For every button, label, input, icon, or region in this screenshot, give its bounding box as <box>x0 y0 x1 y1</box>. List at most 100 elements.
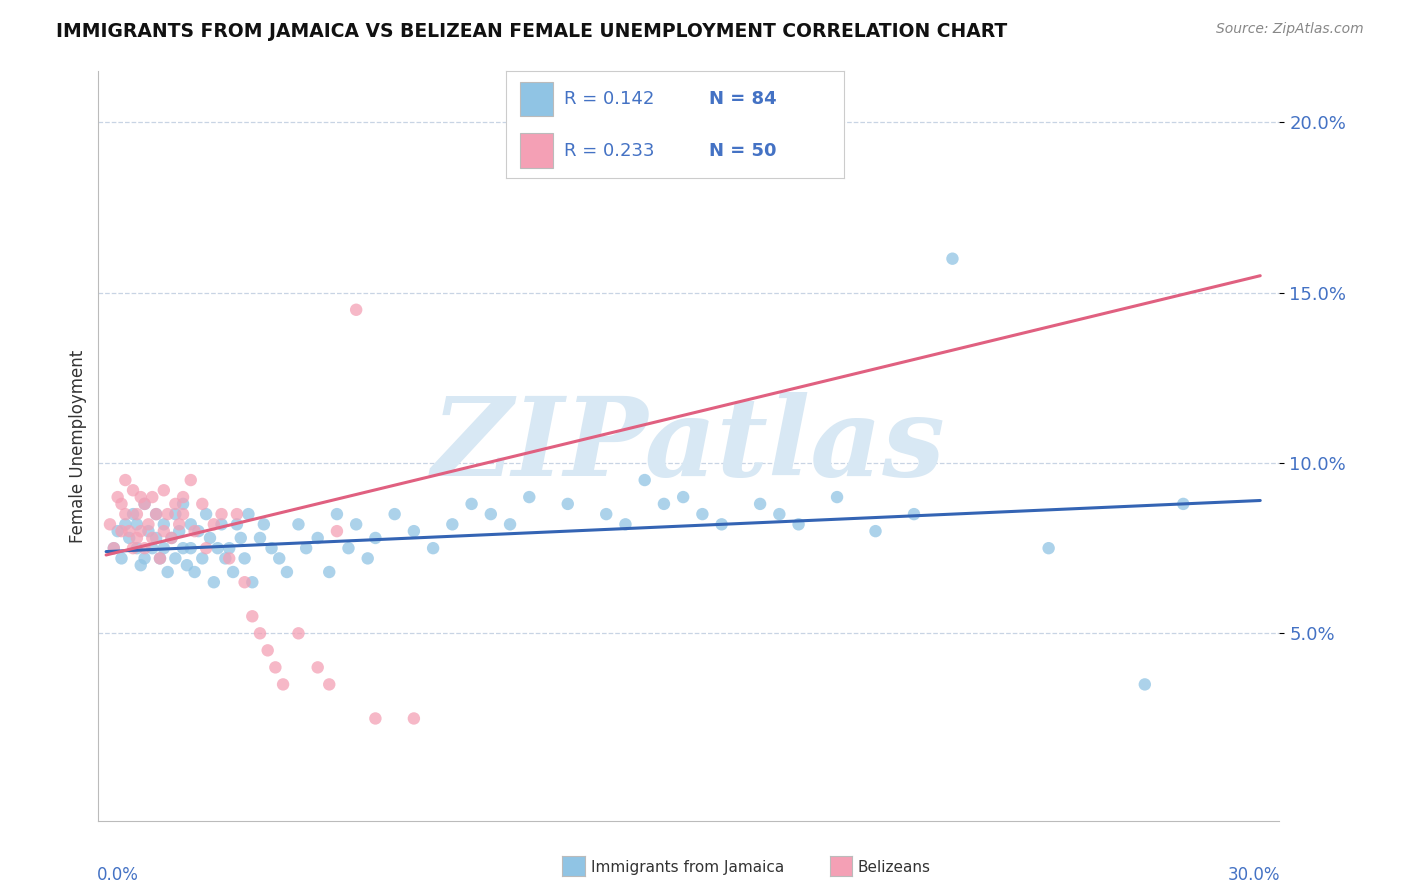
Point <box>229 531 252 545</box>
Point <box>249 626 271 640</box>
Point <box>191 551 214 566</box>
Point <box>517 490 540 504</box>
Point <box>191 497 214 511</box>
Point <box>114 473 136 487</box>
Point <box>202 575 225 590</box>
Point <box>110 524 132 538</box>
Point <box>269 551 291 566</box>
Point <box>195 507 218 521</box>
Point <box>211 517 233 532</box>
Point <box>249 531 271 545</box>
Point <box>344 302 367 317</box>
Point <box>167 517 190 532</box>
Point <box>211 507 233 521</box>
Point <box>145 507 167 521</box>
Point <box>422 541 444 556</box>
Point <box>240 575 263 590</box>
Point <box>107 524 129 538</box>
Point <box>287 517 309 532</box>
Point <box>307 531 329 545</box>
Point <box>1133 677 1156 691</box>
Point <box>195 541 218 556</box>
Point <box>337 541 360 556</box>
Point <box>441 517 464 532</box>
Point <box>129 490 152 504</box>
Point <box>180 473 202 487</box>
Point <box>165 507 187 521</box>
Point <box>125 531 148 545</box>
Point <box>122 541 145 556</box>
Point <box>176 558 198 573</box>
Point <box>153 517 176 532</box>
Point <box>153 541 176 556</box>
Point <box>134 497 156 511</box>
Point <box>107 490 129 504</box>
Point <box>98 517 121 532</box>
Text: Source: ZipAtlas.com: Source: ZipAtlas.com <box>1216 22 1364 37</box>
Point <box>172 497 194 511</box>
Point <box>207 541 229 556</box>
Point <box>749 497 772 511</box>
Point <box>226 507 249 521</box>
Point <box>114 507 136 521</box>
Y-axis label: Female Unemployment: Female Unemployment <box>69 350 87 542</box>
Point <box>141 490 163 504</box>
Point <box>276 565 298 579</box>
Point <box>167 524 190 538</box>
Point <box>402 524 425 538</box>
Point <box>134 551 156 566</box>
Text: ZIPatlas: ZIPatlas <box>432 392 946 500</box>
Point <box>264 660 287 674</box>
Point <box>260 541 283 556</box>
Point <box>825 490 848 504</box>
Point <box>134 541 156 556</box>
Point <box>172 541 194 556</box>
Point <box>125 517 148 532</box>
Point <box>172 490 194 504</box>
Text: R = 0.233: R = 0.233 <box>564 142 654 160</box>
Point <box>652 497 675 511</box>
Point <box>187 524 209 538</box>
Text: 30.0%: 30.0% <box>1229 865 1281 884</box>
Point <box>110 551 132 566</box>
Text: R = 0.142: R = 0.142 <box>564 90 654 108</box>
Point <box>118 524 141 538</box>
Point <box>240 609 263 624</box>
Point <box>165 551 187 566</box>
Point <box>122 507 145 521</box>
Point <box>271 677 294 691</box>
Point <box>672 490 695 504</box>
Point <box>183 524 205 538</box>
Point <box>222 565 245 579</box>
Point <box>557 497 579 511</box>
Point <box>183 565 205 579</box>
Point <box>125 507 148 521</box>
Point <box>138 517 160 532</box>
Point <box>238 507 260 521</box>
Point <box>357 551 380 566</box>
Point <box>202 517 225 532</box>
Point <box>149 551 172 566</box>
Point <box>287 626 309 640</box>
Point <box>692 507 714 521</box>
Point <box>318 677 340 691</box>
Point <box>153 524 176 538</box>
Point <box>307 660 329 674</box>
Point <box>138 524 160 538</box>
Point <box>384 507 406 521</box>
Point <box>256 643 278 657</box>
Point <box>160 531 183 545</box>
Point <box>214 551 236 566</box>
Point <box>110 497 132 511</box>
Point <box>903 507 925 521</box>
Point <box>134 497 156 511</box>
Point <box>710 517 733 532</box>
Point <box>253 517 276 532</box>
Point <box>634 473 657 487</box>
Point <box>145 531 167 545</box>
Point <box>180 517 202 532</box>
Text: 0.0%: 0.0% <box>97 865 139 884</box>
Point <box>460 497 482 511</box>
Point <box>114 517 136 532</box>
Point <box>364 531 387 545</box>
